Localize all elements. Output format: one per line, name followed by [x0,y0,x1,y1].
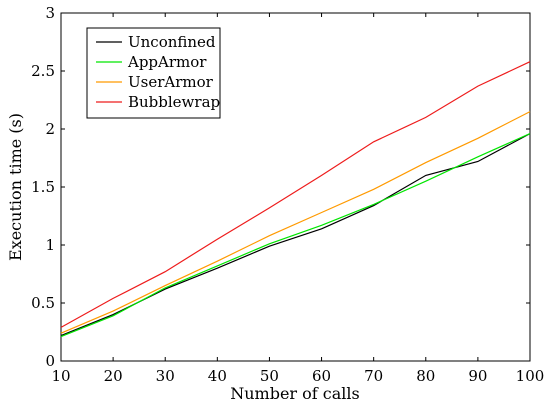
series-line-userarmor [60,111,531,334]
y-tick-label: 1 [45,236,55,254]
axis-tick-labels: 10 20 30 40 50 60 70 80 90 100 0 0.5 1 1.5 2 2.5 3 [31,4,544,385]
x-tick-label: 10 [51,367,70,385]
y-tick-label: 1.5 [31,178,55,196]
series-line-apparmor [60,133,531,338]
series-lines [60,61,531,338]
legend-box [86,27,221,119]
x-tick-label: 80 [416,367,435,385]
legend-label-unconfined: Unconfined [128,33,216,51]
legend-label-userarmor: UserArmor [128,73,214,91]
x-tick-label: 20 [104,367,123,385]
y-axis-label: Execution time (s) [6,113,25,261]
legend-label-bubblewrap: Bubblewrap [128,93,220,111]
x-tick-label: 60 [312,367,331,385]
x-tick-label: 70 [364,367,383,385]
x-tick-label: 30 [156,367,175,385]
y-tick-label: 3 [45,4,55,22]
legend: Unconfined AppArmor UserArmor Bubblewrap [86,27,221,119]
series-line-bubblewrap [60,61,531,328]
x-tick-label: 100 [516,367,545,385]
x-axis-label: Number of calls [230,384,360,403]
y-tick-label: 2 [45,120,55,138]
legend-label-apparmor: AppArmor [127,53,207,71]
x-tick-label: 90 [468,367,487,385]
y-tick-label: 0.5 [31,294,55,312]
x-tick-label: 50 [260,367,279,385]
axis-ticks [60,12,531,362]
y-tick-label: 0 [45,352,55,370]
y-tick-label: 2.5 [31,62,55,80]
x-tick-label: 40 [208,367,227,385]
